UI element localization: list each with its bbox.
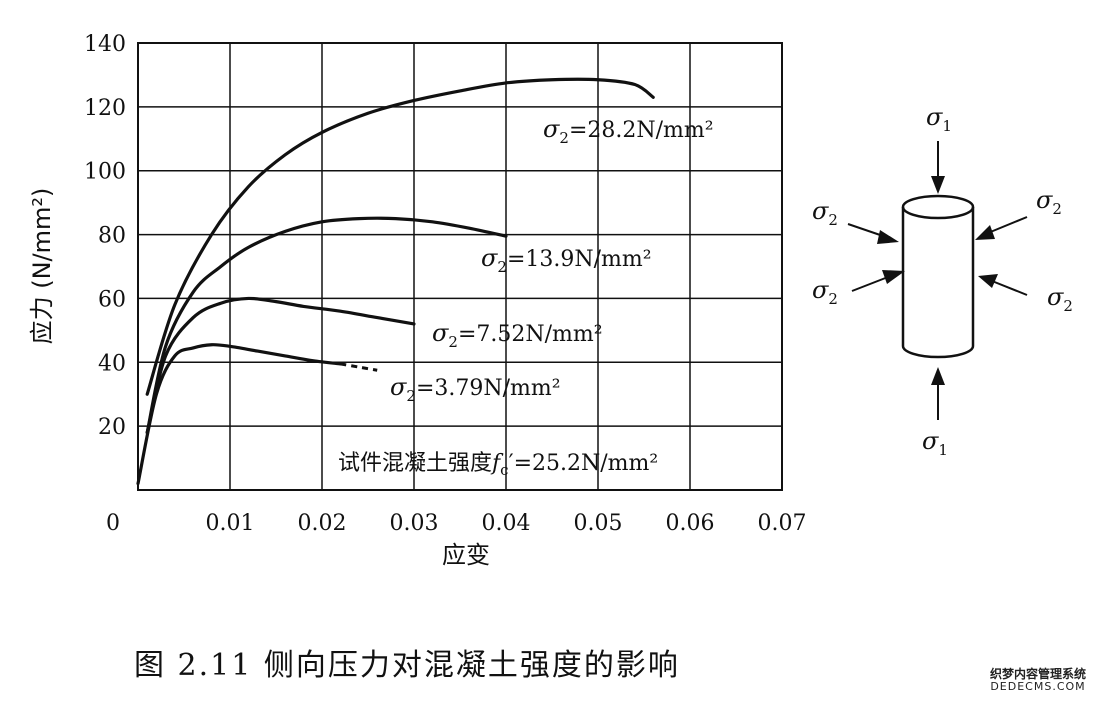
x-tick-label: 0.05: [574, 511, 623, 536]
sigma2-lower-right-label: σ2: [1047, 283, 1073, 315]
arrow-sigma2-lower-right: [978, 274, 1028, 296]
series-label-28-2: σ2=28.2N/mm²: [543, 115, 714, 147]
y-axis-title: 应力 (N/mm²): [28, 188, 56, 345]
arrow-sigma2-upper-right: [975, 216, 1028, 240]
x-tick-label: 0.04: [482, 511, 531, 536]
arrow-sigma2-lower-left: [851, 270, 905, 292]
series-lines: [136, 77, 655, 486]
cylinder-top: [901, 194, 975, 220]
x-tick-label: 0.06: [666, 511, 715, 536]
series-line-4: [136, 343, 342, 486]
series-label-3-79: σ2=3.79N/mm²: [390, 373, 561, 405]
plot-frame: [137, 42, 783, 491]
watermark-line-2: DEDECMS.COM: [990, 680, 1086, 694]
grid: [138, 43, 782, 490]
arrow-sigma1-top: [931, 141, 945, 194]
watermark: 织梦内容管理系统 DEDECMS.COM: [989, 667, 1086, 694]
y-tick-label: 140: [84, 32, 126, 57]
x-axis-title: 应变: [442, 541, 490, 569]
x-origin-label: 0: [106, 511, 120, 536]
y-tick-label: 120: [84, 96, 126, 121]
x-tick-label: 0.02: [298, 511, 347, 536]
y-tick-label: 20: [98, 415, 126, 440]
x-tick-label: 0.07: [758, 511, 807, 536]
x-tick-labels: 0.01 0.02 0.03 0.04 0.05 0.06 0.07: [206, 511, 807, 536]
series-line-3: [145, 296, 416, 435]
series-label-7-52: σ2=7.52N/mm²: [432, 319, 603, 351]
series-line-2: [145, 216, 508, 435]
sigma2-upper-left-label: σ2: [812, 197, 838, 229]
y-tick-labels: 20 40 60 80 100 120 140: [84, 32, 126, 440]
series-line-4-dashed: [340, 362, 378, 372]
figure-caption: 图 2.11 侧向压力对混凝土强度的影响: [134, 648, 680, 683]
x-tick-label: 0.01: [206, 511, 255, 536]
y-tick-label: 40: [98, 351, 126, 376]
cylinder-body: [901, 207, 975, 359]
sigma1-bottom-label: σ1: [922, 427, 948, 459]
arrow-sigma2-upper-left: [847, 223, 899, 244]
y-tick-label: 60: [98, 287, 126, 312]
arrow-sigma1-bottom: [931, 367, 945, 420]
specimen-strength-annotation: 试件混凝土强度fc′=25.2N/mm²: [338, 451, 658, 479]
watermark-line-1: 织梦内容管理系统: [989, 667, 1086, 681]
series-line-1: [145, 77, 655, 396]
sigma2-lower-left-label: σ2: [812, 276, 838, 308]
x-tick-label: 0.03: [390, 511, 439, 536]
sigma1-top-label: σ1: [926, 103, 952, 135]
sigma2-upper-right-label: σ2: [1036, 186, 1062, 218]
confined-cylinder-diagram: σ1 σ1 σ2 σ2 σ2 σ2: [812, 103, 1073, 459]
y-tick-label: 100: [84, 160, 126, 185]
series-label-13-9: σ2=13.9N/mm²: [481, 244, 652, 276]
y-tick-label: 80: [98, 224, 126, 249]
